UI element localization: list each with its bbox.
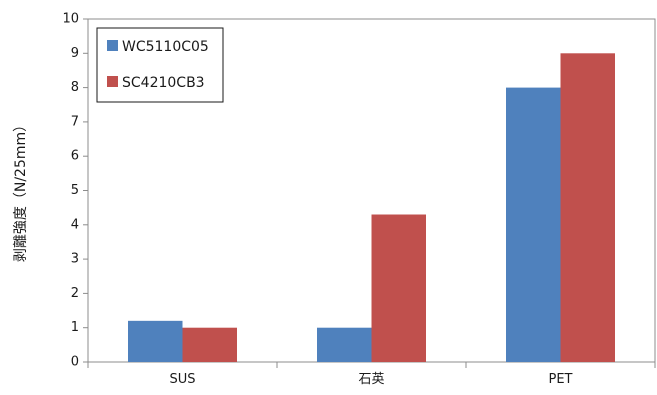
legend-swatch-sc4210cb3 [107, 76, 118, 87]
legend-swatch-wc5110c05 [107, 40, 118, 51]
y-tick-label: 10 [62, 12, 79, 27]
plot-area: 0 1 2 3 4 5 6 7 8 9 10 SUS 石英 PET [62, 12, 656, 387]
y-tick-label: 4 [71, 217, 79, 232]
bar-sc4210cb3-1 [371, 214, 426, 362]
bar-wc5110c05-0 [128, 320, 183, 362]
y-tick-label: 9 [71, 46, 79, 61]
x-tick-label: 石英 [358, 372, 384, 387]
y-tick-label: 1 [71, 320, 79, 335]
y-tick-label: 7 [71, 114, 79, 129]
y-tick-label: 5 [71, 183, 79, 198]
bar-sc4210cb3-2 [560, 53, 615, 363]
legend: WC5110C05 SC4210CB3 [96, 27, 224, 103]
legend-label-wc5110c05: WC5110C05 [122, 39, 209, 55]
x-tick-label: SUS [169, 372, 195, 387]
y-tick-label: 0 [71, 355, 79, 370]
bar-wc5110c05-2 [506, 87, 561, 362]
legend-label-sc4210cb3: SC4210CB3 [122, 75, 205, 91]
y-tick-label: 8 [71, 80, 79, 95]
y-tick-label: 2 [71, 286, 79, 301]
x-tick-label: PET [549, 372, 573, 387]
bar-sc4210cb3-0 [182, 327, 237, 362]
y-tick-label: 3 [71, 252, 79, 267]
y-axis-label: 剥離強度（N/25mm） [12, 118, 29, 262]
bar-wc5110c05-1 [317, 327, 372, 362]
y-tick-label: 6 [71, 149, 79, 164]
